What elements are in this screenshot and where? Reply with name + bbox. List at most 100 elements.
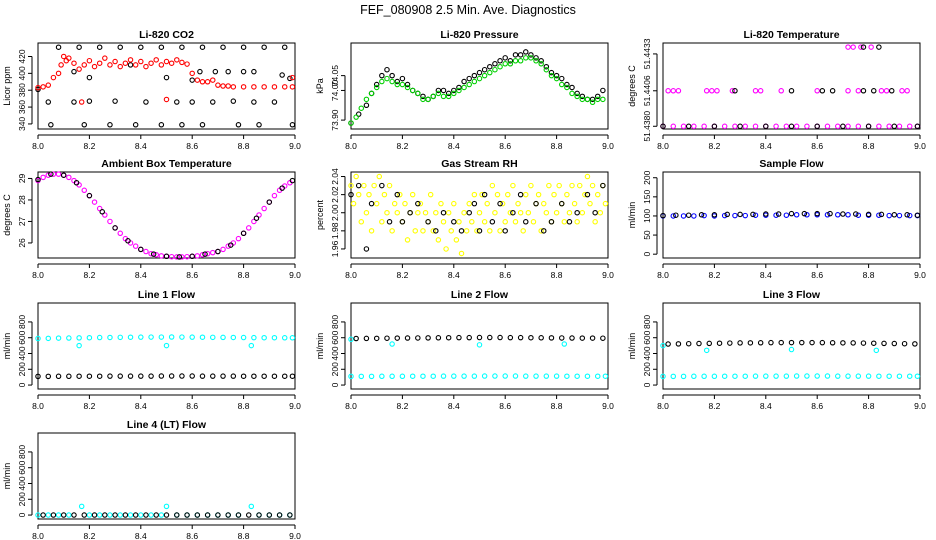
panel-9: Line 3 Flow ml/min 8.0 8.2 8.4 8.6 8.8 9.0 0 200 4… <box>627 289 926 411</box>
data-point <box>35 86 41 93</box>
data-point <box>502 61 508 67</box>
data-point <box>379 219 385 225</box>
data-point <box>117 334 123 341</box>
data-point <box>523 219 529 225</box>
data-point <box>361 182 367 189</box>
y-tick-label: 200 <box>642 362 652 376</box>
data-point <box>665 88 671 94</box>
data-point <box>886 373 892 379</box>
data-point <box>60 172 67 178</box>
data-point <box>389 228 395 234</box>
data-point <box>40 84 46 90</box>
data-point <box>394 335 401 341</box>
series-1 <box>660 342 921 380</box>
data-point <box>701 212 707 219</box>
data-point <box>876 373 882 379</box>
data-point <box>71 68 77 75</box>
y-tick-label: 2.04 <box>330 168 340 185</box>
data-point <box>732 212 738 219</box>
data-point <box>461 84 467 91</box>
data-point <box>189 70 195 77</box>
data-point <box>597 209 604 216</box>
data-point <box>391 200 398 207</box>
data-point <box>819 339 826 346</box>
data-point <box>81 512 88 518</box>
y-tick-label: 200 <box>642 170 652 184</box>
data-point <box>389 72 395 79</box>
data-point <box>510 182 516 189</box>
data-point <box>904 212 910 218</box>
y-tick-label: 1.98 <box>330 222 340 239</box>
data-point <box>199 79 206 85</box>
data-point <box>107 373 113 379</box>
data-point <box>425 219 431 225</box>
data-point <box>199 122 206 128</box>
data-point <box>461 373 467 379</box>
data-point <box>476 69 483 76</box>
data-point <box>189 334 195 340</box>
y-tick-label: 400 <box>330 346 340 360</box>
y-axis-label: ml/min <box>2 463 12 490</box>
data-point <box>721 373 728 379</box>
data-point <box>245 512 252 518</box>
data-point <box>512 58 519 64</box>
data-point <box>371 182 377 189</box>
data-point <box>409 373 416 379</box>
data-point <box>204 512 211 518</box>
data-point <box>799 339 805 346</box>
data-point <box>829 88 836 94</box>
data-point <box>148 334 154 340</box>
data-point <box>835 123 841 130</box>
data-point <box>199 373 206 379</box>
data-point <box>179 122 185 128</box>
data-point <box>235 512 242 518</box>
data-point <box>174 254 180 260</box>
y-tick-label: 100 <box>642 209 652 223</box>
data-point <box>814 373 820 379</box>
x-tick-label: 8.0 <box>657 270 669 280</box>
data-point <box>445 90 452 97</box>
data-point <box>906 123 913 130</box>
data-point <box>727 340 733 346</box>
data-point <box>579 96 586 103</box>
data-point <box>55 70 62 77</box>
data-point <box>261 44 267 50</box>
data-point <box>487 228 493 234</box>
x-tick-label: 8.6 <box>499 141 511 151</box>
data-point <box>543 373 550 379</box>
data-point <box>533 200 539 207</box>
data-point <box>35 176 41 183</box>
data-point <box>102 512 108 518</box>
data-point <box>510 209 516 216</box>
data-point <box>148 373 154 379</box>
data-point <box>389 78 395 85</box>
data-point <box>533 55 539 61</box>
y-tick-label: 600 <box>642 330 652 344</box>
data-point <box>153 512 159 518</box>
data-point <box>415 209 421 216</box>
data-point <box>163 58 170 65</box>
data-point <box>487 63 493 70</box>
data-point <box>804 373 810 379</box>
data-point <box>574 219 580 225</box>
x-tick-label: 8.0 <box>32 531 44 540</box>
data-point <box>163 96 170 103</box>
data-point <box>48 171 54 177</box>
x-tick-label: 8.2 <box>83 401 95 411</box>
data-point <box>850 340 856 346</box>
data-point <box>107 512 113 518</box>
panel-title: Line 1 Flow <box>138 289 196 301</box>
data-point <box>138 334 144 340</box>
data-point <box>112 225 118 231</box>
panel-title: Gas Stream RH <box>441 158 517 170</box>
data-point <box>691 123 697 130</box>
x-tick-label: 8.8 <box>863 141 875 151</box>
y-tick-label: 50 <box>642 230 652 240</box>
data-point <box>143 99 149 105</box>
data-point <box>158 44 165 50</box>
data-point <box>138 512 144 518</box>
x-tick-label: 9.0 <box>602 270 614 280</box>
data-point <box>127 62 134 68</box>
data-point <box>724 211 730 218</box>
data-point <box>287 512 293 518</box>
